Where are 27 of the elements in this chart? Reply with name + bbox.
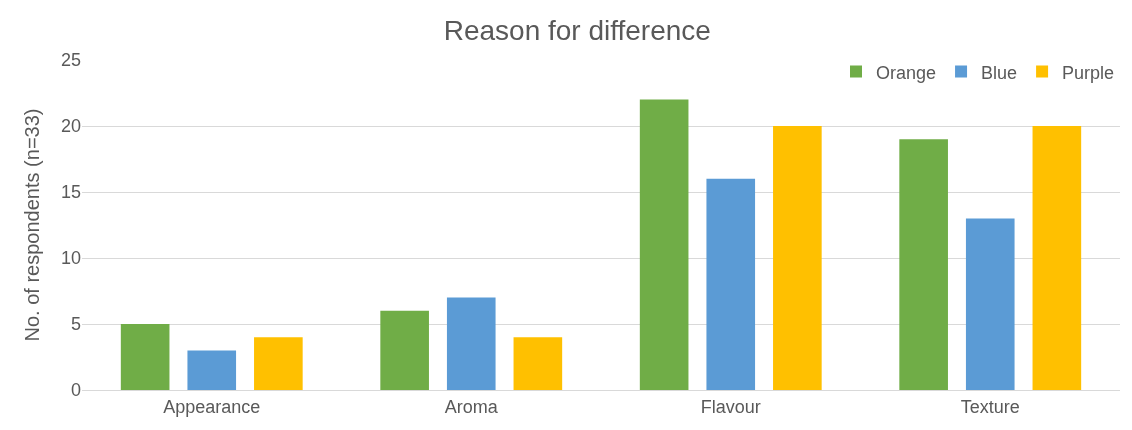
y-axis-title: No. of respondents (n=33) — [21, 108, 44, 342]
y-tick-label: 25 — [60, 50, 81, 71]
x-tick-label: Texture — [960, 396, 1020, 417]
y-tick-label: 5 — [70, 314, 81, 335]
x-tick-label: Appearance — [163, 396, 261, 417]
chart-title: Reason for difference — [443, 14, 711, 46]
bar — [773, 126, 822, 390]
legend-label: Blue — [981, 62, 1018, 83]
bar — [1032, 126, 1082, 390]
x-tick-label: Flavour — [700, 396, 761, 417]
y-tick-label: 20 — [60, 116, 81, 137]
bar — [639, 99, 689, 390]
bar — [187, 350, 237, 390]
y-tick-label: 10 — [60, 248, 81, 269]
bar — [706, 178, 756, 390]
legend-label: Orange — [876, 62, 937, 83]
y-tick-label: 15 — [60, 182, 81, 203]
bar — [899, 139, 948, 390]
bar — [120, 324, 170, 390]
bar — [965, 218, 1015, 390]
bar — [446, 297, 496, 390]
x-tick-label: Aroma — [444, 396, 499, 417]
legend-label: Purple — [1062, 62, 1115, 83]
bar — [254, 337, 303, 390]
bar — [513, 337, 563, 390]
bar — [380, 310, 429, 390]
y-tick-label: 0 — [70, 380, 81, 401]
